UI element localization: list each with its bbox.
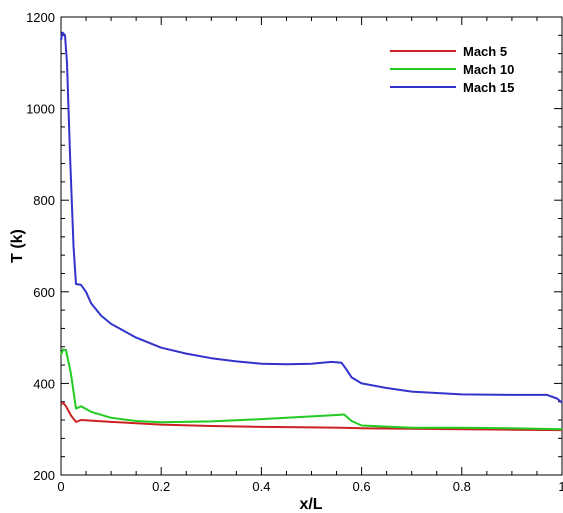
x-tick-label: 0 bbox=[57, 479, 64, 494]
y-tick-label: 1200 bbox=[26, 10, 55, 25]
series-line-mach-15 bbox=[60, 31, 563, 404]
y-tick-label: 200 bbox=[33, 468, 55, 483]
x-tick-label: 0.4 bbox=[252, 479, 270, 494]
x-tick-label: 0.8 bbox=[453, 479, 471, 494]
x-axis-title: x/L bbox=[299, 496, 322, 513]
legend: Mach 5 Mach 10 Mach 15 bbox=[390, 44, 514, 95]
legend-label-mach-15: Mach 15 bbox=[463, 80, 514, 95]
series-line-mach-5 bbox=[60, 402, 563, 432]
plot-frame bbox=[60, 16, 563, 476]
y-tick-label: 400 bbox=[33, 376, 55, 391]
y-tick-label: 1000 bbox=[26, 102, 55, 117]
x-tick-label: 0.2 bbox=[152, 479, 170, 494]
x-tick-label: 0.6 bbox=[353, 479, 371, 494]
data-series bbox=[60, 31, 563, 432]
x-tick-label: 1 bbox=[558, 479, 563, 494]
y-axis-title: T (k) bbox=[9, 229, 26, 263]
series-line-mach-10 bbox=[60, 348, 563, 431]
legend-label-mach-5: Mach 5 bbox=[463, 44, 507, 59]
legend-label-mach-10: Mach 10 bbox=[463, 62, 514, 77]
y-tick-label: 600 bbox=[33, 285, 55, 300]
y-tick-label: 800 bbox=[33, 193, 55, 208]
